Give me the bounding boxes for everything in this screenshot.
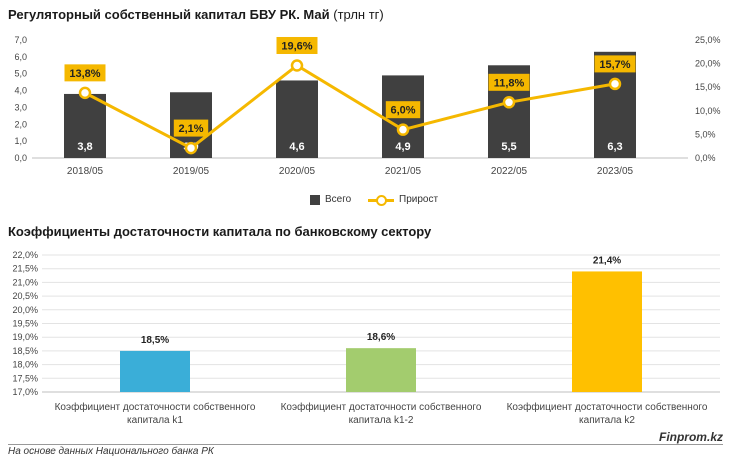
growth-point: [78, 86, 92, 100]
bar-value-label: 5,5: [501, 141, 516, 153]
ratio-bar: [120, 350, 190, 392]
legend-bar-label: Всего: [325, 194, 352, 205]
growth-label-box: [276, 36, 318, 54]
growth-value-label: 13,8%: [69, 68, 100, 80]
bar-value-label: 3,8: [77, 141, 92, 153]
y-tick-label: 22,0%: [12, 250, 38, 260]
y-tick-label: 19,0%: [12, 332, 38, 342]
ratio-bar: [572, 271, 642, 392]
source-note: На основе данных Национального банка РК: [8, 446, 214, 457]
y-tick-label: 18,0%: [12, 360, 38, 370]
legend-item-growth: Прирост: [368, 194, 439, 206]
y-tick-label: 19,5%: [12, 319, 38, 329]
x-tick-label: 2020/05: [279, 166, 316, 177]
x-tick-label: 2023/05: [597, 166, 634, 177]
ratio-value-label: 18,6%: [367, 332, 395, 343]
growth-label-box: [594, 55, 636, 73]
category-label-line: Коэффициент достаточности собственного: [281, 401, 482, 413]
y-tick-label: 1,0: [14, 136, 27, 146]
growth-value-label: 19,6%: [281, 40, 312, 52]
chart1-title: Регуляторный собственный капитал БВУ РК.…: [8, 7, 384, 22]
x-tick-label: 2021/05: [385, 166, 422, 177]
growth-value-label: 15,7%: [599, 59, 630, 71]
y-tick-label: 3,0: [14, 102, 27, 112]
growth-point: [396, 123, 410, 136]
y-tick-label: 20,5%: [12, 291, 38, 301]
y-tick-label: 18,5%: [12, 346, 38, 356]
category-label-line: капитала k1-2: [349, 415, 414, 426]
y-tick-label: 0,0: [14, 153, 27, 163]
y2-tick-label: 15,0%: [695, 82, 721, 92]
y2-tick-label: 20,0%: [695, 59, 721, 69]
category-label-line: Коэффициент достаточности собственного: [55, 401, 256, 413]
legend-line-swatch: [368, 194, 394, 206]
category-label-line: Коэффициент достаточности собственного: [507, 401, 708, 413]
growth-point: [608, 77, 622, 91]
y-tick-label: 20,0%: [12, 305, 38, 315]
chart1-title-main: Регуляторный собственный капитал БВУ РК.…: [8, 7, 330, 22]
growth-point: [184, 141, 198, 155]
bar-value-label: 4,6: [289, 141, 304, 153]
category-label-line: капитала k1: [127, 415, 183, 426]
y-tick-label: 17,5%: [12, 373, 38, 383]
legend-bar-swatch: [310, 194, 320, 205]
legend-item-total: Всего: [310, 194, 351, 205]
y-tick-label: 4,0: [14, 86, 27, 96]
growth-label-box: [488, 73, 530, 91]
chart1-svg: 0,0 1,0 2,0 3,0 4,0 5,0 6,0 7,0 0,0% 5,0% 10,0% 15,…: [14, 35, 721, 177]
y-tick-label: 6,0: [14, 52, 27, 62]
bar-value-label: 6,3: [607, 141, 622, 153]
growth-label-box: [64, 64, 106, 82]
growth-value-label: 2,1%: [178, 123, 203, 135]
growth-point: [290, 59, 304, 72]
y-tick-label: 17,0%: [12, 387, 38, 397]
x-tick-label: 2018/05: [67, 166, 104, 177]
category-label-line: капитала k2: [579, 415, 635, 426]
legend-line-label: Прирост: [399, 194, 439, 205]
ratio-value-label: 21,4%: [593, 255, 621, 266]
y2-tick-label: 25,0%: [695, 35, 721, 45]
bar-value-label: 4,9: [395, 141, 410, 153]
y-tick-label: 7,0: [14, 35, 27, 45]
footer-divider: [8, 444, 723, 445]
growth-value-label: 11,8%: [494, 77, 525, 89]
growth-line: [84, 63, 616, 150]
bar: [64, 93, 106, 158]
growth-point: [502, 96, 516, 109]
growth-label-box: [385, 101, 421, 119]
x-tick-label: 2019/05: [173, 166, 210, 177]
ratio-value-label: 18,5%: [141, 335, 169, 346]
y-tick-label: 21,0%: [12, 277, 38, 287]
brand-logo: Finprom.kz: [658, 430, 723, 444]
ratio-bar: [346, 348, 416, 392]
y2-tick-label: 0,0%: [695, 153, 716, 163]
chart2-title: Коэффициенты достаточности капитала по б…: [8, 224, 432, 239]
y-tick-label: 5,0: [14, 69, 27, 79]
y-tick-label: 2,0: [14, 119, 27, 129]
chart1-title-unit: (трлн тг): [333, 7, 384, 22]
y-tick-label: 21,5%: [12, 264, 38, 274]
x-tick-label: 2022/05: [491, 166, 528, 177]
y2-tick-label: 5,0%: [695, 129, 716, 139]
bar: [276, 80, 318, 158]
growth-label-box: [173, 119, 209, 137]
y2-tick-label: 10,0%: [695, 106, 721, 116]
growth-value-label: 6,0%: [390, 105, 415, 117]
